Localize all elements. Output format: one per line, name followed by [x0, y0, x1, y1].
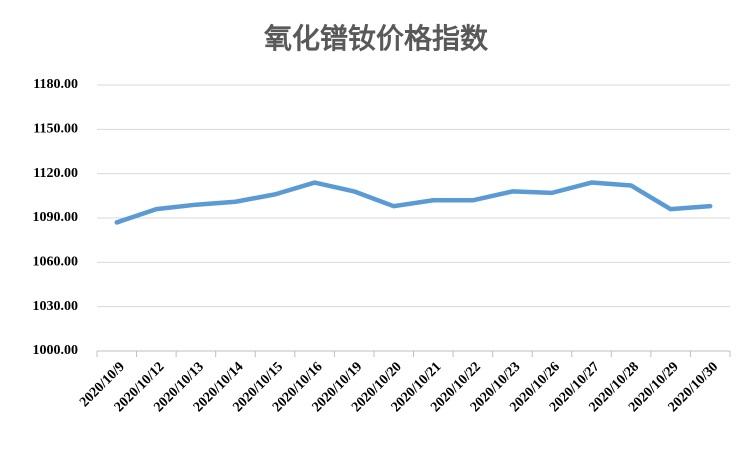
y-tick-label: 1000.00 [33, 343, 79, 358]
y-tick-label: 1060.00 [33, 255, 79, 270]
y-tick-label: 1030.00 [33, 299, 79, 314]
y-tick-label: 1150.00 [33, 122, 78, 137]
y-tick-label: 1120.00 [33, 166, 78, 181]
y-tick-label: 1090.00 [33, 210, 79, 225]
y-tick-label: 1180.00 [33, 77, 78, 92]
line-series [114, 180, 713, 225]
chart-title: 氧化镨钕价格指数 [264, 22, 489, 55]
